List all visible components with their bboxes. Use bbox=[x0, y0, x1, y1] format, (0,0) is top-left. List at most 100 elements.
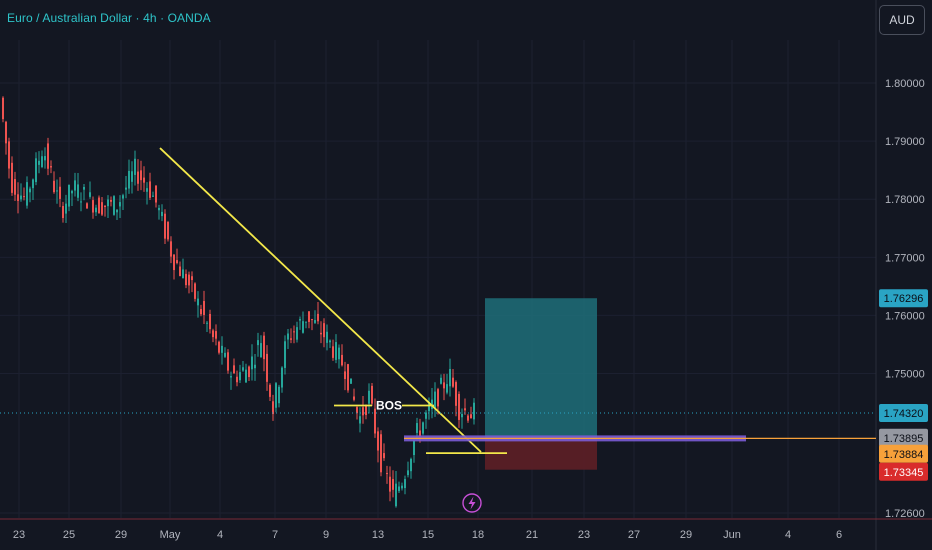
candle-body bbox=[392, 479, 394, 490]
candle-body bbox=[32, 179, 34, 189]
candle-body bbox=[338, 347, 340, 360]
candle-body bbox=[167, 222, 169, 240]
candle-body bbox=[2, 97, 4, 120]
time-tick-label: 4 bbox=[217, 529, 223, 541]
candle-body bbox=[365, 405, 367, 416]
candle-body bbox=[320, 332, 322, 335]
candle-body bbox=[401, 485, 403, 489]
candle-body bbox=[158, 207, 160, 211]
candle-body bbox=[368, 390, 370, 404]
candle-body bbox=[194, 283, 196, 299]
time-tick-label: May bbox=[160, 529, 181, 541]
candle-body bbox=[149, 181, 151, 198]
candle-body bbox=[110, 199, 112, 202]
candle-body bbox=[137, 171, 139, 184]
candle-body bbox=[440, 377, 442, 384]
candle-body bbox=[326, 331, 328, 343]
time-axis: 23 25 29 May 4 7 9 13 15 18 21 23 27 29 Jun 4 6 bbox=[13, 529, 842, 541]
candle-body bbox=[119, 202, 121, 207]
price-tick-label: 1.72600 bbox=[885, 508, 925, 520]
candle-body bbox=[359, 416, 361, 424]
candle-body bbox=[107, 199, 109, 207]
candle-body bbox=[8, 141, 10, 169]
price-tag-label: 1.73895 bbox=[884, 433, 924, 445]
candle-body bbox=[446, 384, 448, 393]
time-tick-label: 18 bbox=[472, 529, 484, 541]
candle-body bbox=[56, 190, 58, 192]
price-tag: 1.74320 bbox=[879, 404, 928, 423]
candle-body bbox=[20, 195, 22, 200]
candle-body bbox=[464, 408, 466, 411]
price-tag-label: 1.73345 bbox=[884, 467, 924, 479]
candle-body bbox=[260, 343, 262, 358]
candle-body bbox=[143, 177, 145, 183]
candle-body bbox=[152, 195, 154, 197]
candle-body bbox=[86, 203, 88, 209]
candle-body bbox=[209, 313, 211, 330]
candle-body bbox=[221, 345, 223, 353]
candle-body bbox=[236, 376, 238, 383]
candle-body bbox=[101, 202, 103, 215]
candle-body bbox=[26, 182, 28, 206]
candle-body bbox=[17, 194, 19, 201]
candle-body bbox=[53, 180, 55, 193]
candle-body bbox=[251, 356, 253, 370]
candle-body bbox=[68, 184, 70, 207]
candle-body bbox=[302, 321, 304, 333]
candle-body bbox=[50, 166, 52, 168]
candle-body bbox=[461, 413, 463, 418]
candle-body bbox=[416, 423, 418, 433]
candle-body bbox=[419, 430, 421, 436]
candle-body bbox=[47, 143, 49, 169]
candle-body bbox=[257, 340, 259, 346]
candle-body bbox=[173, 254, 175, 271]
price-tag-label: 1.76296 bbox=[884, 293, 924, 305]
candle-body bbox=[269, 384, 271, 397]
time-tick-label: 29 bbox=[680, 529, 692, 541]
position-zones bbox=[485, 298, 597, 470]
candle-body bbox=[380, 434, 382, 473]
candle-body bbox=[212, 330, 214, 338]
candle-body bbox=[266, 353, 268, 382]
candle-body bbox=[188, 274, 190, 286]
candle-body bbox=[203, 301, 205, 315]
price-tick-label: 1.80000 bbox=[885, 78, 925, 90]
candle-body bbox=[113, 196, 115, 215]
lightning-icon[interactable] bbox=[462, 493, 482, 513]
price-axis: 1.80000 1.79000 1.78000 1.77000 1.76000 1.750… bbox=[885, 78, 925, 520]
candle-body bbox=[317, 313, 319, 322]
time-tick-label: 29 bbox=[115, 529, 127, 541]
candle-body bbox=[341, 354, 343, 366]
candle-body bbox=[233, 365, 235, 374]
candlestick-series bbox=[2, 96, 475, 508]
candle-body bbox=[275, 383, 277, 408]
candle-body bbox=[371, 385, 373, 404]
candle-body bbox=[125, 187, 127, 190]
price-tick-label: 1.78000 bbox=[885, 194, 925, 206]
time-tick-label: 4 bbox=[785, 529, 791, 541]
candle-body bbox=[287, 333, 289, 340]
candle-body bbox=[386, 473, 388, 475]
candle-body bbox=[65, 203, 67, 214]
time-tick-label: 25 bbox=[63, 529, 75, 541]
candle-body bbox=[227, 352, 229, 371]
candle-body bbox=[362, 407, 364, 416]
candle-body bbox=[206, 322, 208, 324]
candle-body bbox=[38, 160, 40, 165]
candle-body bbox=[347, 364, 349, 391]
candle-body bbox=[350, 378, 352, 384]
candle-body bbox=[308, 311, 310, 322]
currency-button[interactable]: AUD bbox=[879, 5, 925, 35]
candle-body bbox=[170, 241, 172, 257]
candle-body bbox=[164, 213, 166, 239]
candle-body bbox=[254, 364, 256, 369]
candle-body bbox=[89, 192, 91, 197]
candle-body bbox=[74, 180, 76, 191]
candle-body bbox=[263, 335, 265, 360]
candle-body bbox=[245, 369, 247, 383]
candle-body bbox=[332, 346, 334, 358]
candle-body bbox=[29, 188, 31, 193]
candle-body bbox=[455, 382, 457, 406]
candle-body bbox=[422, 422, 424, 434]
